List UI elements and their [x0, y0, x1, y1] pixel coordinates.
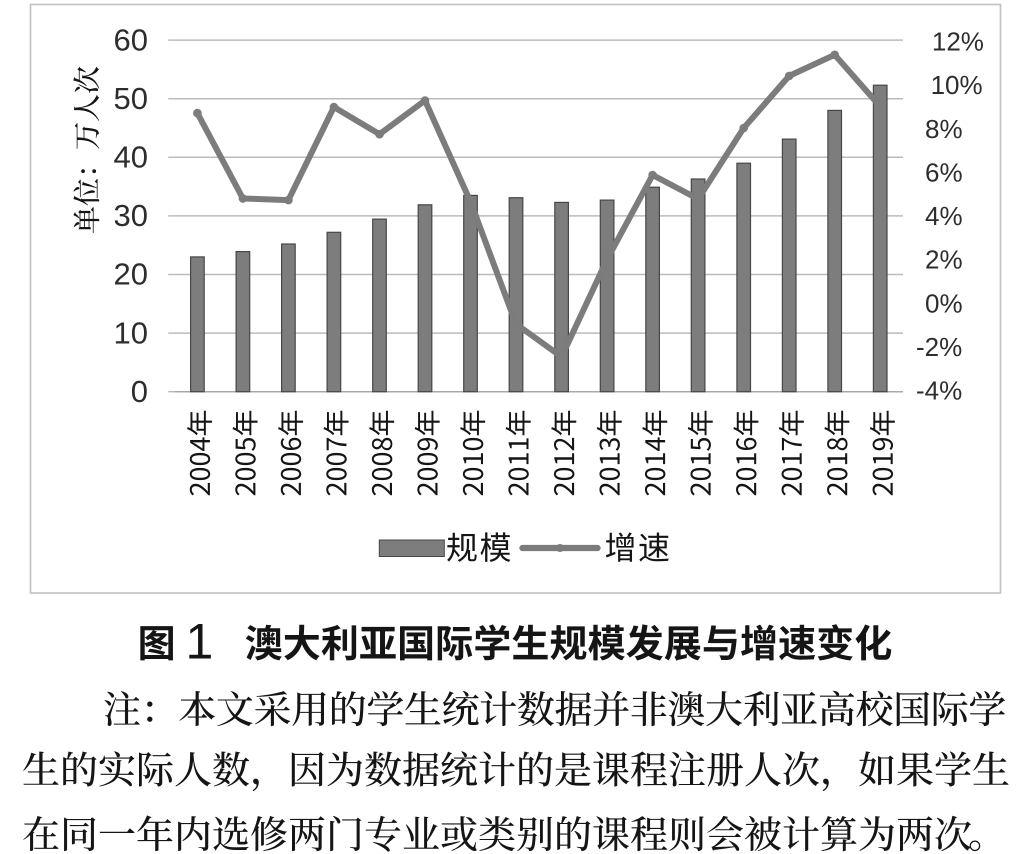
- svg-text:12%: 12%: [932, 27, 984, 57]
- svg-text:20: 20: [114, 257, 148, 292]
- svg-text:2%: 2%: [925, 245, 963, 275]
- svg-text:0: 0: [131, 374, 148, 409]
- svg-text:40: 40: [114, 140, 148, 175]
- svg-text:-2%: -2%: [916, 332, 962, 362]
- svg-text:-4%: -4%: [916, 376, 962, 406]
- svg-text:6%: 6%: [925, 157, 963, 187]
- svg-text:10: 10: [114, 315, 148, 350]
- svg-text:0%: 0%: [925, 288, 963, 318]
- svg-text:60: 60: [114, 22, 148, 57]
- svg-text:8%: 8%: [925, 114, 963, 144]
- svg-text:10%: 10%: [931, 70, 983, 100]
- svg-text:4%: 4%: [925, 201, 963, 231]
- svg-text:30: 30: [114, 198, 148, 233]
- svg-text:1: 1: [186, 614, 214, 670]
- svg-text:50: 50: [114, 81, 148, 116]
